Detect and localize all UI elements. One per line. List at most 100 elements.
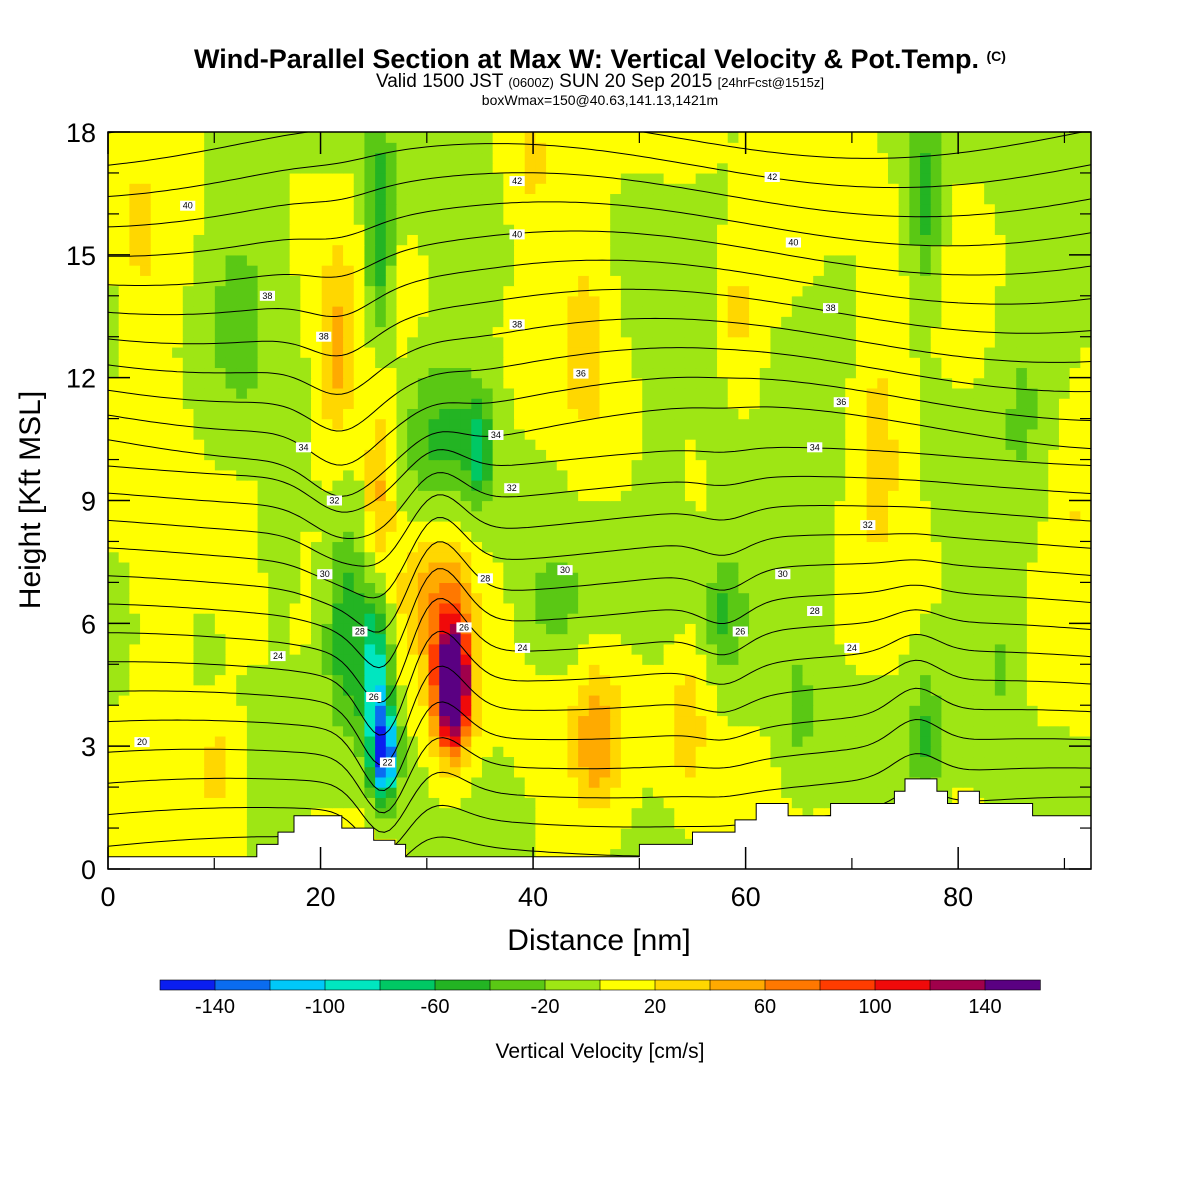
field-cell (535, 336, 547, 348)
field-cell (695, 561, 707, 573)
field-cell (738, 797, 750, 809)
field-cell (588, 694, 601, 706)
field-cell (300, 613, 312, 624)
field-cell (845, 592, 857, 604)
field-cell (866, 531, 878, 543)
field-cell (503, 398, 515, 409)
field-cell (695, 346, 707, 358)
field-cell (663, 387, 675, 399)
field-cell (994, 633, 1007, 645)
field-cell (268, 572, 280, 583)
field-cell (257, 807, 269, 819)
field-cell (1048, 520, 1060, 532)
field-cell (898, 326, 910, 338)
field-cell (396, 807, 408, 819)
field-cell (727, 664, 739, 676)
field-cell (567, 346, 579, 358)
field-cell (300, 797, 312, 809)
field-cell (727, 643, 739, 655)
field-cell (1058, 582, 1071, 594)
field-cell (855, 551, 868, 563)
field-cell (941, 694, 953, 706)
field-cell (727, 316, 739, 328)
field-cell (588, 572, 601, 583)
field-cell (1005, 715, 1017, 727)
field-cell (460, 602, 472, 614)
field-cell (578, 664, 590, 676)
field-cell (1069, 582, 1081, 594)
field-cell (930, 367, 943, 379)
field-cell (407, 623, 419, 635)
field-cell (1058, 449, 1071, 461)
field-cell (567, 705, 579, 717)
field-cell (172, 623, 184, 635)
field-cell (663, 643, 675, 655)
field-cell (246, 377, 259, 389)
field-cell (663, 469, 675, 481)
field-cell (343, 582, 355, 594)
field-cell (759, 510, 772, 522)
field-cell (749, 531, 761, 543)
field-cell (407, 387, 419, 399)
field-cell (481, 766, 494, 778)
field-cell (535, 654, 547, 665)
field-cell (1080, 787, 1091, 798)
field-cell (909, 715, 921, 727)
field-cell (898, 500, 910, 512)
field-cell (973, 654, 985, 665)
field-cell (289, 715, 301, 727)
field-cell (556, 387, 569, 399)
field-cell (1080, 715, 1091, 727)
field-cell (717, 520, 729, 532)
field-cell (225, 807, 237, 819)
field-cell (289, 746, 301, 758)
field-cell (268, 643, 280, 655)
field-cell (599, 582, 611, 594)
field-cell (300, 654, 312, 665)
field-cell (717, 817, 729, 829)
field-cell (364, 326, 376, 338)
field-cell (1037, 398, 1049, 409)
field-cell (300, 551, 312, 563)
field-cell (385, 541, 398, 553)
field-cell (353, 520, 366, 532)
field-cell (204, 398, 216, 409)
field-cell (738, 715, 750, 727)
field-cell (1026, 715, 1039, 727)
field-cell (428, 357, 440, 369)
field-cell (236, 357, 248, 369)
field-cell (1037, 715, 1049, 727)
field-cell (759, 572, 772, 583)
field-cell (268, 541, 280, 553)
field-cell (802, 776, 814, 788)
field-cell (588, 510, 601, 522)
field-cell (289, 756, 301, 768)
field-cell (289, 449, 301, 461)
field-cell (503, 582, 515, 594)
field-cell (321, 520, 333, 532)
field-cell (140, 725, 152, 737)
field-cell (204, 654, 216, 665)
field-cell (140, 377, 152, 389)
field-cell (503, 520, 515, 532)
field-cell (973, 541, 985, 553)
field-cell (578, 838, 590, 850)
field-cell (920, 336, 932, 348)
field-cell (759, 398, 772, 409)
field-cell (620, 510, 633, 522)
field-cell (449, 807, 462, 819)
field-cell (706, 398, 718, 409)
field-cell (492, 592, 504, 604)
field-cell (802, 480, 814, 491)
field-cell (343, 592, 355, 604)
field-cell (684, 336, 697, 348)
field-cell (791, 551, 804, 563)
field-cell (1048, 746, 1060, 758)
field-cell (396, 705, 408, 717)
field-cell (620, 828, 633, 839)
field-cell (920, 377, 932, 389)
field-cell (546, 807, 558, 819)
field-cell (439, 357, 451, 369)
field-cell (172, 828, 184, 839)
field-cell (343, 787, 355, 798)
